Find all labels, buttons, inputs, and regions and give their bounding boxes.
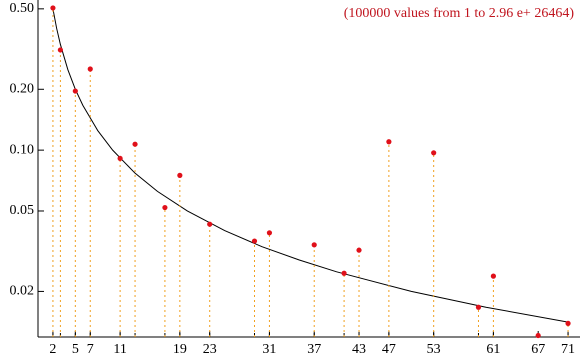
- x-tick-label: 37: [307, 342, 321, 357]
- annotation: (100000 values from 1 to 2.96 e+ 26464): [344, 6, 575, 21]
- x-tick-label: 47: [382, 342, 396, 357]
- y-tick-label: 0.05: [10, 203, 35, 218]
- y-tick-label: 0.10: [10, 142, 35, 157]
- point: [535, 332, 541, 339]
- point: [565, 320, 571, 326]
- point: [431, 150, 437, 156]
- x-tick-label: 2: [49, 342, 56, 357]
- x-tick-label: 31: [262, 342, 276, 357]
- x-tick-label: 43: [352, 342, 366, 357]
- x-tick-label: 11: [113, 342, 126, 357]
- y-tick-label: 0.02: [10, 284, 35, 299]
- point: [50, 5, 56, 11]
- point: [386, 139, 392, 145]
- point: [72, 88, 78, 94]
- point: [117, 155, 123, 162]
- point: [132, 141, 138, 147]
- x-tick-label: 19: [173, 342, 187, 357]
- point: [177, 172, 183, 178]
- x-tick-label: 5: [72, 342, 79, 357]
- point: [356, 247, 362, 253]
- x-tick-label: 67: [531, 342, 545, 357]
- point: [311, 242, 317, 248]
- point: [57, 47, 63, 53]
- point: [207, 221, 213, 227]
- x-tick-label: 71: [561, 342, 575, 357]
- x-tick-label: 23: [203, 342, 217, 357]
- point: [251, 238, 258, 244]
- x-tick-label: 7: [87, 342, 94, 357]
- x-tick-label: 53: [427, 342, 441, 357]
- point: [341, 270, 347, 276]
- fit-curve: [52, 8, 569, 323]
- point: [266, 230, 273, 236]
- y-tick-label: 0.20: [10, 82, 35, 97]
- point: [162, 204, 168, 211]
- point: [87, 66, 93, 72]
- x-tick-label: 61: [486, 342, 500, 357]
- point: [475, 304, 482, 310]
- point: [490, 273, 496, 279]
- y-tick-label: 0.50: [10, 1, 35, 16]
